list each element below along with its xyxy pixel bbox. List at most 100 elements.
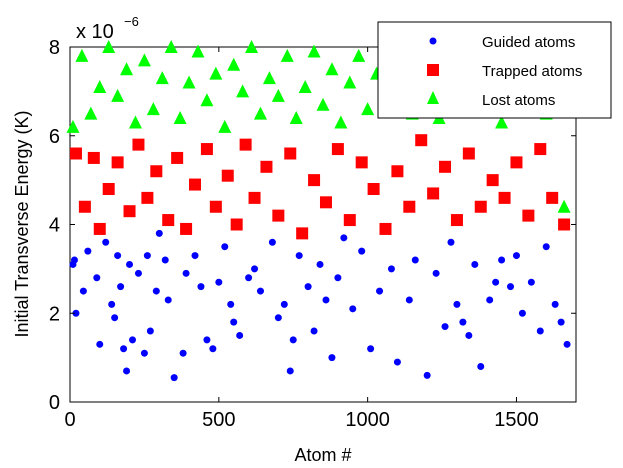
trapped-atom-point <box>379 222 392 235</box>
lost-atom-point <box>307 44 321 58</box>
guided-atom-point <box>221 243 229 251</box>
guided-atom-point <box>536 327 544 335</box>
guided-atom-point <box>310 327 318 335</box>
trapped-atom-point <box>355 156 368 169</box>
trapped-atom-point <box>69 147 82 160</box>
trapped-atom-point <box>78 200 91 213</box>
guided-atom-point <box>72 309 80 317</box>
y-tick-label: 0 <box>49 392 60 414</box>
guided-atom-point <box>465 331 473 339</box>
lost-atom-point <box>128 115 142 129</box>
guided-atom-point <box>551 300 559 308</box>
guided-atom-point <box>349 305 357 313</box>
trapped-atom-point <box>180 222 193 235</box>
trapped-atom-point <box>248 191 261 204</box>
guided-atom-point <box>423 371 431 379</box>
lost-atom-point <box>209 66 223 80</box>
lost-atom-point <box>343 75 357 89</box>
guided-atom-point <box>114 252 122 260</box>
guided-atom-point <box>268 238 276 246</box>
guided-atom-point <box>340 234 348 242</box>
guided-atom-point <box>376 287 384 295</box>
x-tick-label: 500 <box>202 409 235 431</box>
guided-atom-point <box>191 252 199 260</box>
lost-atom-point <box>236 84 250 98</box>
guided-atom-point <box>328 354 336 362</box>
legend-label-guided: Guided atoms <box>482 34 575 51</box>
trapped-atom-point <box>522 209 535 222</box>
trapped-atom-point <box>132 138 145 151</box>
guided-atom-point <box>492 278 500 286</box>
lost-atom-point <box>227 57 241 71</box>
guided-atom-point <box>334 274 342 282</box>
guided-atom-point <box>512 252 520 260</box>
guided-atom-point <box>117 283 125 291</box>
guided-atom-point <box>453 300 461 308</box>
lost-atom-point <box>298 79 312 93</box>
guided-atom-point <box>251 265 259 273</box>
y-tick-label: 8 <box>49 37 60 59</box>
guided-atom-point <box>197 283 205 291</box>
lost-atom-point <box>325 62 339 76</box>
guided-atom-point <box>111 314 119 322</box>
lost-atom-point <box>245 40 259 53</box>
lost-atom-point <box>289 111 303 124</box>
guided-atom-point <box>209 345 217 353</box>
tick-layer: 0 500 1000 1500 0 2 4 6 8 <box>49 37 576 431</box>
guided-atom-point <box>108 300 116 308</box>
guided-atom-point <box>93 274 101 282</box>
lost-atom-point <box>280 48 294 62</box>
trapped-atom-point <box>510 156 523 169</box>
lost-atom-point <box>75 48 89 62</box>
trapped-atom-point <box>474 200 487 213</box>
trapped-atom-point <box>189 178 202 191</box>
lost-atom-point <box>218 119 232 133</box>
y-tick-label: 2 <box>49 303 60 325</box>
trapped-atom-point <box>546 191 559 204</box>
lost-atom-point <box>111 88 125 102</box>
guided-atom-point <box>295 252 303 260</box>
trapped-atom-point <box>558 218 571 231</box>
y-exponent-power: −6 <box>124 14 139 29</box>
lost-atom-point <box>271 88 285 102</box>
trapped-atom-point <box>462 147 475 160</box>
trapped-atom-point <box>331 143 344 156</box>
guided-atom-point <box>498 256 506 264</box>
trapped-atom-point <box>123 205 136 218</box>
guided-atom-point <box>486 296 494 304</box>
guided-atom-point <box>245 274 253 282</box>
lost-atom-point <box>182 75 196 89</box>
lost-atom-point <box>352 48 366 62</box>
guided-atom-point <box>84 247 92 255</box>
lost-atom-point <box>262 71 276 85</box>
legend-marker-lost <box>427 91 439 104</box>
guided-atom-point <box>155 229 163 237</box>
y-axis-label: Initial Transverse Energy (K) <box>12 110 32 337</box>
guided-atom-point <box>230 318 238 326</box>
trapped-atom-point <box>343 214 356 227</box>
lost-atom-point <box>557 199 571 213</box>
trapped-atom-point <box>498 191 511 204</box>
guided-atom-point <box>274 314 282 322</box>
trapped-atom-point <box>111 156 124 169</box>
guided-atom-point <box>102 238 110 246</box>
trapped-atom-point <box>534 143 547 156</box>
trapped-atom-point <box>272 209 285 222</box>
guided-atom-point <box>358 247 366 255</box>
legend: Guided atoms Trapped atoms Lost atoms <box>377 21 612 119</box>
guided-atom-point <box>79 287 87 295</box>
trapped-atom-point <box>209 200 222 213</box>
lost-atom-point <box>146 102 160 116</box>
lost-atom-point <box>66 119 80 133</box>
trapped-atom-point <box>308 174 321 187</box>
lost-atom-point <box>120 62 134 76</box>
guided-atom-point <box>289 336 297 344</box>
guided-atom-point <box>507 283 515 291</box>
lost-atom-point <box>102 40 116 53</box>
lost-atom-point <box>253 106 267 120</box>
guided-atom-point <box>447 238 455 246</box>
trapped-atom-point <box>230 218 243 231</box>
guided-atom-point <box>432 269 440 277</box>
guided-atom-point <box>441 323 449 331</box>
